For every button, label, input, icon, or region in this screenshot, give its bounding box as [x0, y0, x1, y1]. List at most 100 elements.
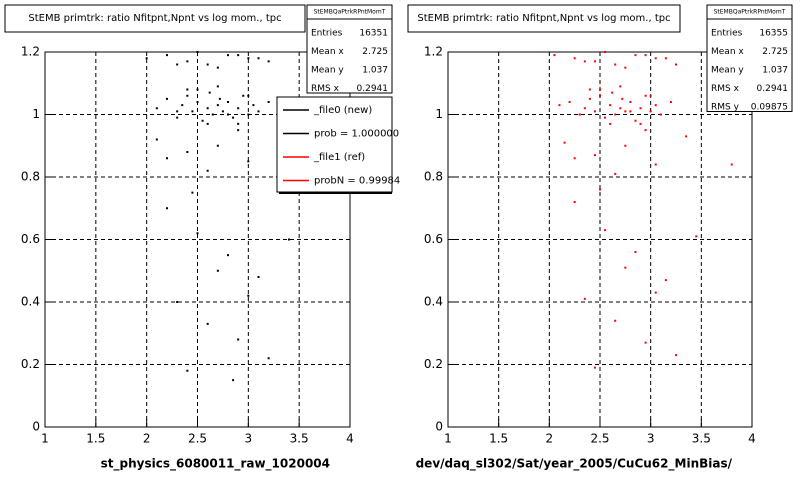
point — [237, 338, 240, 341]
point — [267, 357, 270, 360]
point — [573, 201, 576, 203]
stats-label: Entries — [311, 29, 343, 39]
point — [730, 163, 733, 166]
legend-label: probN = 0.99984 — [314, 176, 400, 187]
stats-box — [706, 4, 793, 112]
point — [206, 322, 209, 325]
point — [634, 119, 637, 122]
x-tick-label: 1 — [41, 432, 49, 446]
stats-value: 2.725 — [362, 47, 388, 57]
point — [216, 269, 219, 272]
title-box — [4, 4, 306, 33]
point — [685, 135, 688, 138]
point — [639, 122, 642, 125]
point — [176, 63, 179, 66]
stats-value: 1.037 — [762, 66, 788, 76]
point — [649, 94, 652, 97]
x-tick-label: 2 — [546, 432, 554, 446]
point — [216, 104, 219, 107]
point — [611, 91, 614, 94]
stats-value: 0.2941 — [757, 84, 789, 94]
point — [675, 354, 677, 357]
point — [675, 63, 677, 66]
point — [614, 113, 617, 116]
point — [644, 54, 647, 57]
point — [227, 254, 229, 257]
point — [221, 110, 224, 113]
point — [181, 104, 184, 107]
point — [288, 238, 290, 241]
x-tick-label: 3 — [647, 432, 655, 446]
point — [604, 51, 607, 53]
y-tick-label: 0.6 — [21, 232, 40, 246]
x-tick-label: 1.5 — [489, 432, 508, 446]
point — [247, 160, 250, 163]
point — [267, 101, 270, 103]
point — [664, 57, 667, 60]
stats-box — [306, 4, 393, 94]
point — [227, 54, 229, 57]
point — [186, 369, 189, 372]
point — [211, 113, 214, 116]
point — [176, 116, 179, 119]
point — [196, 51, 199, 53]
point — [609, 122, 612, 125]
point — [201, 119, 204, 122]
point — [216, 85, 219, 88]
x-tick-label: 3 — [245, 432, 253, 446]
point — [599, 94, 601, 97]
stats-value: 16355 — [759, 29, 788, 39]
y-tick-label: 1.2 — [424, 45, 443, 59]
point — [191, 191, 194, 194]
point — [166, 97, 168, 100]
point — [563, 141, 566, 144]
point — [593, 60, 596, 63]
point — [227, 113, 229, 116]
point — [558, 104, 561, 107]
point — [634, 54, 637, 57]
point — [257, 110, 260, 113]
point — [196, 88, 199, 91]
point — [176, 301, 179, 303]
y-tick-label: 0.2 — [21, 357, 40, 371]
point — [629, 110, 632, 113]
point — [186, 94, 189, 97]
point — [247, 94, 250, 97]
x-axis-label: st_physics_6080011_raw_1020004 — [101, 457, 330, 472]
point — [583, 60, 586, 63]
point — [267, 60, 270, 63]
point — [145, 57, 148, 60]
point — [257, 276, 260, 278]
x-tick-label: 4 — [748, 432, 756, 446]
point — [186, 60, 189, 63]
x-tick-label: 3.5 — [692, 432, 711, 446]
stats-label: RMS y — [711, 103, 740, 113]
stats-title: StEMBQaPtrkRPntMomT — [714, 9, 786, 16]
y-tick-label: 0.8 — [424, 170, 443, 184]
point — [593, 110, 596, 113]
stats-label: Mean y — [711, 66, 744, 76]
point — [588, 88, 591, 91]
chart-title: StEMB primtrk: ratio Nfitpnt,Npnt vs log… — [417, 13, 670, 24]
y-tick-label: 0.8 — [21, 170, 40, 184]
y-tick-label: 1 — [435, 107, 443, 121]
point — [232, 379, 235, 382]
point — [599, 88, 601, 91]
point — [247, 294, 250, 297]
point — [629, 101, 632, 103]
point — [614, 172, 617, 175]
point — [588, 97, 591, 100]
point — [186, 151, 189, 153]
point — [659, 113, 662, 116]
y-tick-label: 0.6 — [424, 232, 443, 246]
y-tick-label: 0.2 — [424, 357, 443, 371]
point — [609, 104, 612, 107]
point — [232, 116, 235, 119]
stats-value: 1.037 — [362, 66, 388, 76]
point — [553, 54, 556, 57]
point — [669, 101, 672, 103]
point — [206, 122, 209, 125]
point — [624, 144, 627, 147]
point — [237, 129, 240, 132]
